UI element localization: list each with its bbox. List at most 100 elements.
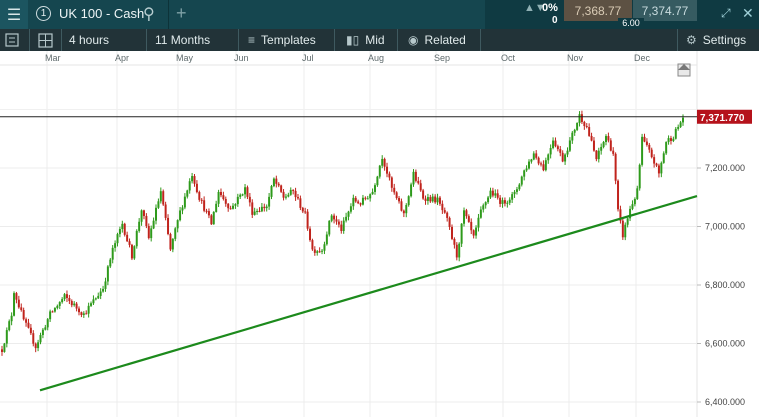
candle-body [265, 206, 268, 209]
candle-body [424, 198, 427, 201]
candle-body [330, 215, 333, 221]
related-button[interactable]: ◉ Related [408, 29, 466, 51]
candle-body [612, 150, 615, 154]
candle-body [475, 227, 478, 236]
candle-body [10, 315, 13, 322]
grid-layout-icon[interactable] [38, 29, 53, 51]
candle-body [321, 250, 324, 252]
sell-price-button[interactable]: 7,368.77 [564, 0, 632, 21]
candle-body [549, 148, 552, 155]
templates-icon: ≡ [248, 33, 256, 47]
candle-body [467, 216, 470, 222]
plus-icon[interactable]: + [176, 3, 187, 23]
candle-body [400, 201, 403, 211]
candle-body [73, 303, 76, 306]
candle-body [200, 199, 203, 201]
workspace-number-badge[interactable]: 1 [36, 6, 51, 21]
buy-price-button[interactable]: 7,374.77 [633, 0, 697, 21]
candle-body [513, 191, 516, 195]
templates-button[interactable]: ≡ Templates [248, 29, 316, 51]
candle-body [275, 178, 278, 184]
hamburger-menu-icon[interactable]: ☰ [0, 0, 28, 29]
candle-body [568, 140, 571, 151]
candle-body [248, 196, 251, 203]
candle-body [287, 194, 290, 197]
candle-body [282, 191, 285, 198]
instrument-name[interactable]: UK 100 - Cash [59, 6, 145, 21]
candle-body [465, 210, 468, 217]
range-selector[interactable]: 11 Months [155, 33, 211, 47]
search-icon[interactable]: ⚲ [143, 6, 155, 23]
candle-body [648, 144, 651, 150]
candle-body [207, 211, 210, 216]
candle-body [70, 301, 73, 306]
candle-body [90, 303, 93, 306]
price-chart[interactable]: Mar Apr May Jun Jul Aug Sep Oct Nov Dec 6,400.000 6… [0, 51, 759, 417]
candle-body [311, 240, 314, 250]
candle-body [171, 238, 174, 250]
candle-body [429, 197, 432, 202]
candle-body [301, 207, 304, 212]
candle-body [580, 114, 583, 122]
candle-body [5, 330, 8, 344]
divider [29, 29, 30, 51]
candle-body [246, 187, 249, 197]
candle-body [159, 191, 162, 202]
candle-body [342, 220, 345, 231]
candle-body [347, 211, 350, 217]
candle-body [378, 165, 381, 177]
candle-body [417, 180, 420, 184]
price-axis [697, 51, 759, 417]
candle-body [503, 200, 506, 204]
candle-body [217, 191, 220, 204]
candle-body [251, 202, 254, 215]
candle-body [133, 246, 136, 259]
interval-selector[interactable]: 4 hours [69, 33, 110, 47]
candle-body [258, 210, 261, 212]
candle-body [376, 176, 379, 186]
candle-body [422, 190, 425, 199]
candle-body [669, 138, 672, 141]
candle-body [629, 208, 632, 219]
candle-body [660, 162, 663, 174]
candle-body [337, 221, 340, 225]
candle-body [501, 200, 504, 204]
candle-body [152, 220, 155, 229]
candle-body [662, 153, 665, 163]
x-tick-label: Sep [434, 53, 450, 63]
chart-canvas[interactable]: Mar Apr May Jun Jul Aug Sep Oct Nov Dec 6,400.000 6… [0, 51, 759, 417]
settings-button[interactable]: ⚙ Settings [686, 29, 746, 51]
candle-body [99, 291, 102, 296]
home-icon[interactable] [677, 63, 691, 77]
x-tick-label: Aug [368, 53, 384, 63]
candle-body [270, 186, 273, 197]
close-icon[interactable]: ✕ [742, 5, 754, 21]
candle-body [109, 259, 112, 267]
candle-body [511, 194, 514, 200]
candle-body [395, 192, 398, 199]
divider [397, 29, 398, 51]
candle-body [604, 136, 607, 143]
candle-body [44, 327, 47, 330]
price-type-button[interactable]: ▮▯ Mid [346, 29, 385, 51]
candle-body [434, 196, 437, 203]
candle-body [542, 164, 545, 171]
divider [238, 29, 239, 51]
expand-icon[interactable]: ⤢ [721, 6, 731, 20]
candle-body [140, 210, 143, 222]
candle-body [318, 251, 321, 253]
candle-body [169, 234, 172, 250]
candle-body [309, 228, 312, 241]
candle-body [51, 311, 54, 313]
panel-toggle-icon[interactable] [5, 29, 19, 51]
spread-value: 6.00 [618, 18, 644, 29]
candle-body [25, 319, 28, 323]
candle-body [472, 230, 475, 236]
candle-body [633, 198, 636, 205]
candle-body [157, 201, 160, 208]
candle-body [556, 146, 559, 150]
candle-body [393, 187, 396, 193]
candle-body [58, 302, 61, 306]
candle-body [614, 153, 617, 181]
candle-body [450, 226, 453, 239]
